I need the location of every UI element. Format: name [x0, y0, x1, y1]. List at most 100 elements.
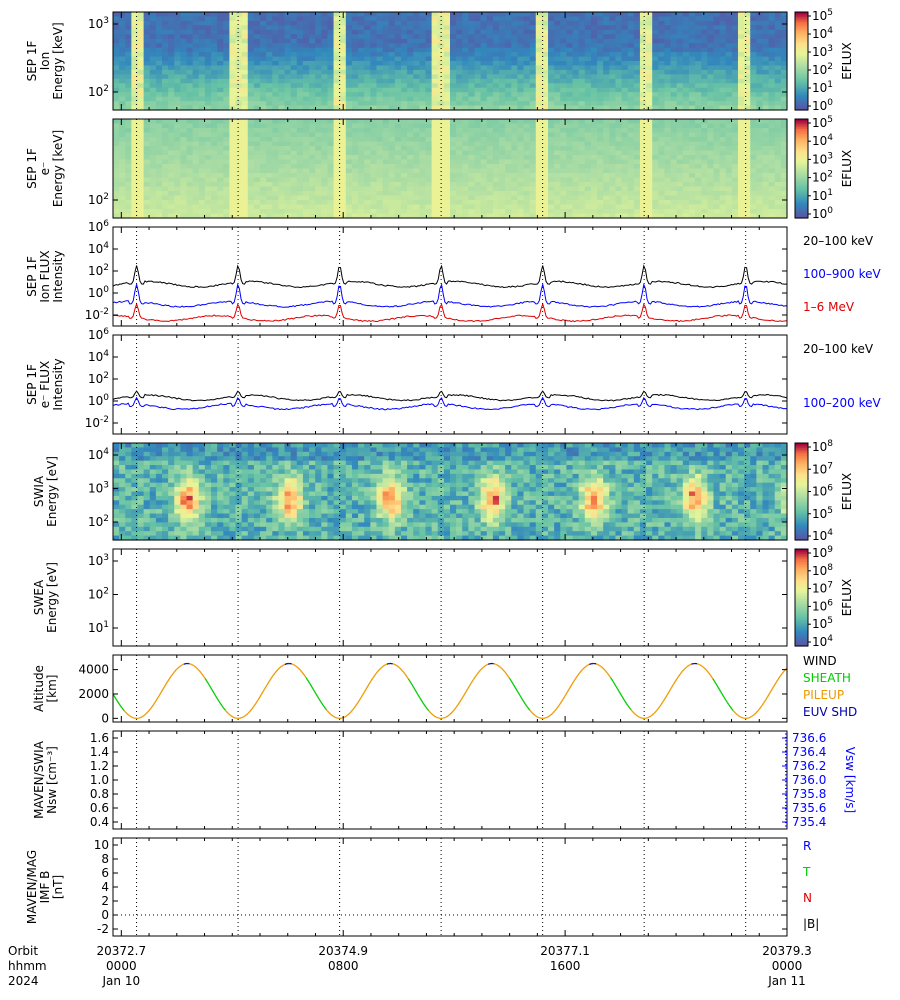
spectrogram-cell: [162, 150, 169, 156]
spectrogram-cell: [731, 16, 739, 22]
spectrogram-cell: [523, 191, 531, 197]
spectrogram-cell: [572, 25, 580, 31]
spectrogram-cell: [223, 52, 231, 58]
spectrogram-cell: [633, 25, 641, 31]
spectrogram-cell: [780, 213, 788, 219]
spectrogram-cell: [695, 74, 702, 80]
spectrogram-cell: [505, 150, 512, 156]
spectrogram-cell: [462, 164, 469, 170]
spectrogram-cell: [358, 164, 365, 170]
spectrogram-cell: [186, 177, 194, 183]
spectrogram-cell: [358, 155, 365, 161]
spectrogram-cell: [339, 61, 347, 67]
spectrogram-cell: [603, 52, 610, 58]
spectrogram-cell: [492, 173, 500, 179]
spectrogram-cell: [609, 177, 617, 183]
spectrogram-cell: [480, 78, 488, 84]
spectrogram-cell: [407, 195, 414, 201]
spectrogram-cell: [639, 43, 647, 49]
spectrogram-cell: [113, 83, 120, 89]
spectrogram-cell: [670, 96, 678, 102]
spectrogram-cell: [296, 16, 304, 22]
spectrogram-cell: [217, 61, 224, 67]
spectrogram-cell: [505, 83, 512, 89]
spectrogram-cell: [639, 204, 647, 210]
spectrogram-cell: [394, 25, 402, 31]
spectrogram-cell: [658, 47, 666, 53]
spectrogram-cell: [376, 12, 384, 18]
spectrogram-cell: [388, 78, 396, 84]
spectrogram-cell: [125, 12, 132, 18]
spectrogram-cell: [400, 182, 408, 188]
spectrogram-cell: [376, 29, 384, 35]
spectrogram-cell: [664, 47, 672, 53]
spectrogram-cell: [578, 96, 586, 102]
spectrogram-cell: [358, 119, 365, 125]
spectrogram-cell: [658, 74, 666, 80]
spectrogram-cell: [162, 141, 169, 147]
spectrogram-cell: [119, 447, 126, 453]
spectrogram-cell: [113, 61, 120, 67]
spectrogram-cell: [266, 87, 273, 93]
spectrogram-cell: [707, 173, 715, 179]
spectrogram-cell: [284, 83, 292, 89]
spectrogram-cell: [217, 74, 224, 80]
spectrogram-cell: [413, 159, 420, 165]
spectrogram-cell: [407, 123, 414, 129]
spectrogram-cell: [278, 191, 286, 197]
spectrogram-cell: [713, 213, 721, 219]
spectrogram-cell: [119, 52, 126, 58]
spectrogram-cell: [302, 182, 310, 188]
spectrogram-cell: [137, 34, 145, 40]
spectrogram-cell: [431, 101, 439, 107]
spectrogram-cell: [621, 155, 629, 161]
spectrogram-cell: [131, 123, 139, 129]
spectrogram-cell: [309, 25, 316, 31]
spectrogram-cell: [364, 25, 371, 31]
spectrogram-cell: [143, 204, 151, 210]
spectrogram-cell: [315, 83, 322, 89]
spectrogram-cell: [413, 164, 420, 170]
spectrogram-cell: [192, 200, 200, 206]
spectrogram-cell: [511, 29, 518, 35]
spectrogram-cell: [744, 78, 751, 84]
colorbar-cell: [795, 191, 808, 194]
spectrogram-cell: [517, 56, 525, 62]
spectrogram-cell: [315, 132, 322, 138]
spectrogram-cell: [646, 61, 653, 67]
spectrogram-cell: [535, 119, 543, 125]
spectrogram-cell: [217, 213, 224, 219]
spectrogram-cell: [499, 209, 506, 215]
spectrogram-cell: [505, 65, 512, 71]
spectrogram-cell: [737, 119, 745, 125]
spectrogram-cell: [211, 200, 218, 206]
spectrogram-cell: [204, 29, 212, 35]
spectrogram-cell: [456, 78, 463, 84]
spectrogram-cell: [339, 128, 347, 134]
spectrogram-cell: [364, 101, 371, 107]
colorbar-cell: [795, 135, 808, 138]
spectrogram-cell: [217, 132, 224, 138]
spectrogram-cell: [597, 128, 604, 134]
spectrogram-cell: [676, 61, 684, 67]
spectrogram-cell: [750, 87, 757, 93]
spectrogram-cell: [554, 25, 561, 31]
spectrogram-cell: [652, 119, 659, 125]
spectrogram-cell: [419, 61, 427, 67]
spectrogram-cell: [529, 83, 537, 89]
spectrogram-cell: [499, 87, 506, 93]
colorbar-cell: [795, 181, 808, 184]
spectrogram-cell: [290, 83, 298, 89]
spectrogram-cell: [492, 204, 500, 210]
spectrogram-cell: [523, 200, 531, 206]
spectrogram-cell: [211, 182, 218, 188]
spectrogram-cell: [523, 29, 531, 35]
spectrogram-cell: [597, 173, 604, 179]
spectrogram-cell: [223, 209, 231, 215]
spectrogram-cell: [168, 25, 175, 31]
spectrogram-cell: [535, 43, 543, 49]
spectrogram-cell: [113, 456, 120, 462]
spectrogram-cell: [198, 87, 206, 93]
spectrogram-cell: [370, 150, 378, 156]
spectrogram-cell: [780, 159, 788, 165]
